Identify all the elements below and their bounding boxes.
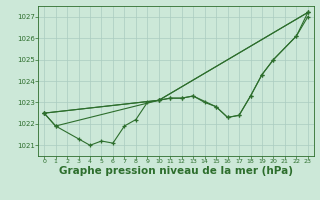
X-axis label: Graphe pression niveau de la mer (hPa): Graphe pression niveau de la mer (hPa)	[59, 166, 293, 176]
